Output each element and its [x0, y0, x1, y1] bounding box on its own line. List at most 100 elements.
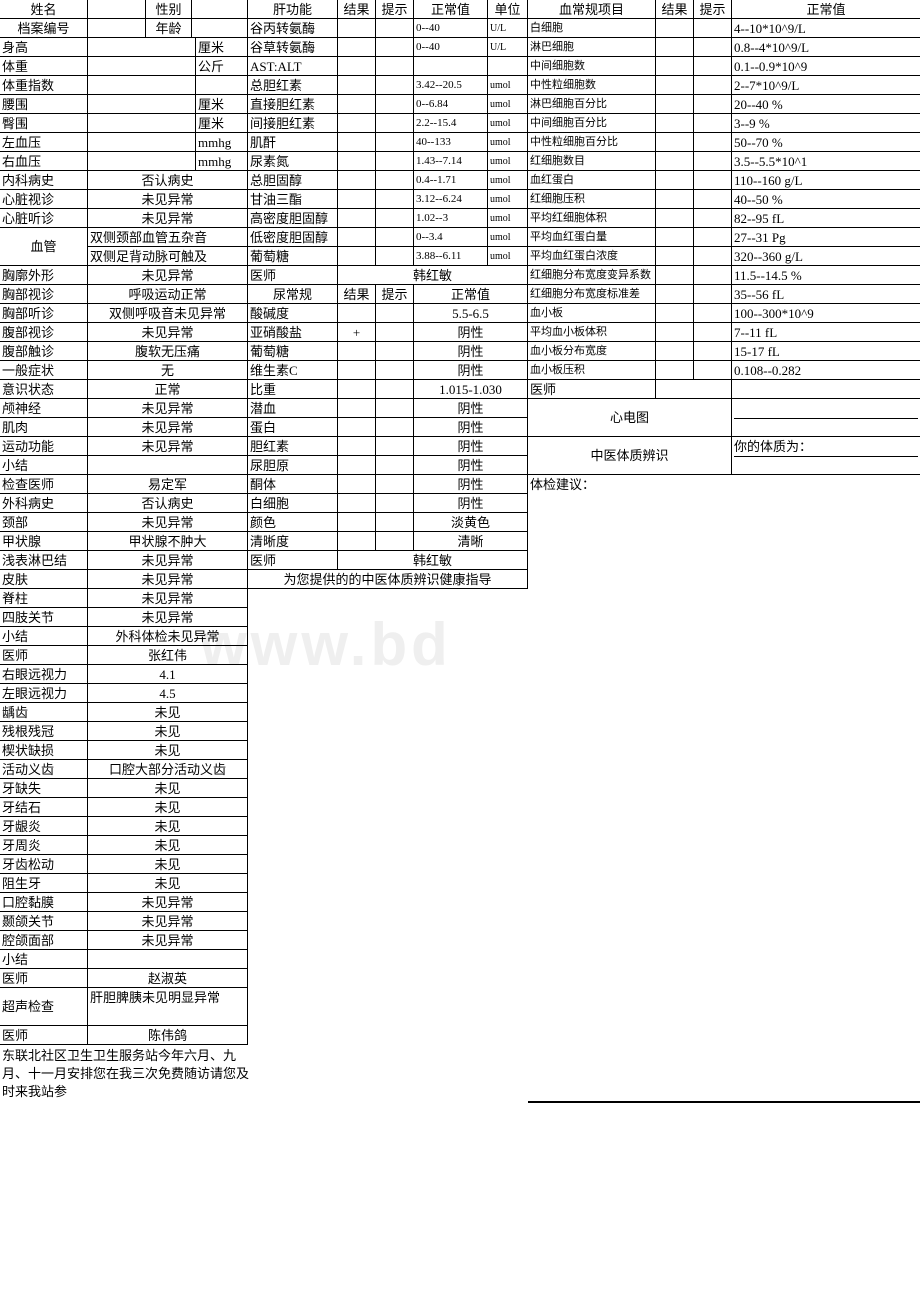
value-age — [192, 19, 248, 37]
label: 小结 — [0, 627, 88, 645]
label: 牙龈炎 — [0, 817, 88, 835]
label: 一般症状 — [0, 361, 88, 379]
label: 尿胆原 — [248, 456, 338, 474]
c2-doctor2-l: 医师 — [248, 551, 338, 569]
label-age: 年龄 — [146, 19, 192, 37]
c2h-h: 提示 — [376, 0, 414, 18]
label: 外科病史 — [0, 494, 88, 512]
label: 白细胞 — [248, 494, 338, 512]
label: 龋齿 — [0, 703, 88, 721]
c2h2-n: 正常值 — [414, 285, 528, 303]
label: 臀围 — [0, 114, 88, 132]
label: 直接胆红素 — [248, 95, 338, 113]
label: 维生素C — [248, 361, 338, 379]
label-name: 姓名 — [0, 0, 88, 18]
label-vessel: 血管 — [0, 228, 88, 265]
label-ultra: 超声检查 — [0, 988, 88, 1025]
value-doctor4: 陈伟鸽 — [88, 1026, 248, 1044]
label: 心脏听诊 — [0, 209, 88, 227]
column-1: 姓名 性别 档案编号 年龄 身高 厘米体重 公斤体重指数 腰围 厘米臀围 厘米左… — [0, 0, 248, 1103]
label: 中性粒细胞百分比 — [528, 133, 656, 151]
label: 左眼远视力 — [0, 684, 88, 702]
label: 意识状态 — [0, 380, 88, 398]
label: 蛋白 — [248, 418, 338, 436]
label: 葡萄糖 — [248, 247, 338, 265]
label: 胸部视诊 — [0, 285, 88, 303]
label: 红细胞数目 — [528, 152, 656, 170]
label: 腰围 — [0, 95, 88, 113]
label: 血小板分布宽度 — [528, 342, 656, 360]
label: 胆红素 — [248, 437, 338, 455]
label: 浅表淋巴结 — [0, 551, 88, 569]
label: 红细胞分布宽度变异系数 — [528, 266, 656, 284]
form-container: 姓名 性别 档案编号 年龄 身高 厘米体重 公斤体重指数 腰围 厘米臀围 厘米左… — [0, 0, 920, 1103]
label-file: 档案编号 — [0, 19, 88, 37]
c2-doctor-l: 医师 — [248, 266, 338, 284]
c2h-r: 结果 — [338, 0, 376, 18]
label: 谷丙转氨酶 — [248, 19, 338, 37]
advice: 体检建议： — [528, 475, 920, 494]
vessel-b: 双侧足背动脉可触及 — [88, 247, 248, 266]
c3h-r: 结果 — [656, 0, 694, 18]
tcm-guide: 为您提供的的中医体质辨识健康指导 — [248, 570, 528, 588]
label: 心脏视诊 — [0, 190, 88, 208]
label: 体重指数 — [0, 76, 88, 94]
label: 甘油三酯 — [248, 190, 338, 208]
c2h2-h: 提示 — [376, 285, 414, 303]
label: 中性粒细胞数 — [528, 76, 656, 94]
label: 运动功能 — [0, 437, 88, 455]
label: 活动义齿 — [0, 760, 88, 778]
value-file — [88, 19, 146, 37]
label: 比重 — [248, 380, 338, 398]
label: 平均血红蛋白量 — [528, 228, 656, 246]
label: 左血压 — [0, 133, 88, 151]
label: 腹部触诊 — [0, 342, 88, 360]
label: 红细胞分布宽度标准差 — [528, 285, 656, 303]
label: 牙齿松动 — [0, 855, 88, 873]
label: 亚硝酸盐 — [248, 323, 338, 341]
label: 淋巴细胞百分比 — [528, 95, 656, 113]
label: 肌酐 — [248, 133, 338, 151]
label: 淋巴细胞 — [528, 38, 656, 56]
label: 腔颌面部 — [0, 931, 88, 949]
c2h-n: 正常值 — [414, 0, 488, 18]
label: 血小板压积 — [528, 361, 656, 379]
label-doctor4: 医师 — [0, 1026, 88, 1044]
c3h-n: 正常值 — [732, 0, 920, 18]
value-name — [88, 0, 146, 18]
label: 楔状缺损 — [0, 741, 88, 759]
footer-note: 东联北社区卫生卫生服务站今年六月、九月、十一月安排您在我三次免费随访请您及时来我… — [0, 1045, 252, 1103]
label: 右眼远视力 — [0, 665, 88, 683]
label: 右血压 — [0, 152, 88, 170]
label: 颜色 — [248, 513, 338, 531]
tcm-l: 中医体质辨识 — [528, 437, 732, 474]
c2h2-r: 结果 — [338, 285, 376, 303]
vessel-a: 双侧颈部血管五杂音 — [88, 228, 248, 247]
label: 血小板 — [528, 304, 656, 322]
value-ultra: 肝胆脾胰未见明显异常 — [88, 988, 248, 1025]
label: 低密度胆固醇 — [248, 228, 338, 246]
c2-doctor-v: 韩红敏 — [338, 266, 528, 284]
label: 颞颌关节 — [0, 912, 88, 930]
label: 葡萄糖 — [248, 342, 338, 360]
label-sex: 性别 — [146, 0, 192, 18]
tcm-v: 你的体质为： — [734, 437, 918, 457]
label: AST:ALT — [248, 57, 338, 75]
label: 酮体 — [248, 475, 338, 493]
label: 阻生牙 — [0, 874, 88, 892]
label: 甲状腺 — [0, 532, 88, 550]
label: 口腔黏膜 — [0, 893, 88, 911]
label: 平均血红蛋白浓度 — [528, 247, 656, 265]
label: 潜血 — [248, 399, 338, 417]
ecg-l: 心电图 — [528, 399, 732, 436]
label: 中间细胞数 — [528, 57, 656, 75]
label: 清晰度 — [248, 532, 338, 550]
label: 四肢关节 — [0, 608, 88, 626]
label: 腹部视诊 — [0, 323, 88, 341]
label: 总胆红素 — [248, 76, 338, 94]
label: 酸碱度 — [248, 304, 338, 322]
label: 胸部听诊 — [0, 304, 88, 322]
label: 体重 — [0, 57, 88, 75]
label: 高密度胆固醇 — [248, 209, 338, 227]
label: 牙缺失 — [0, 779, 88, 797]
